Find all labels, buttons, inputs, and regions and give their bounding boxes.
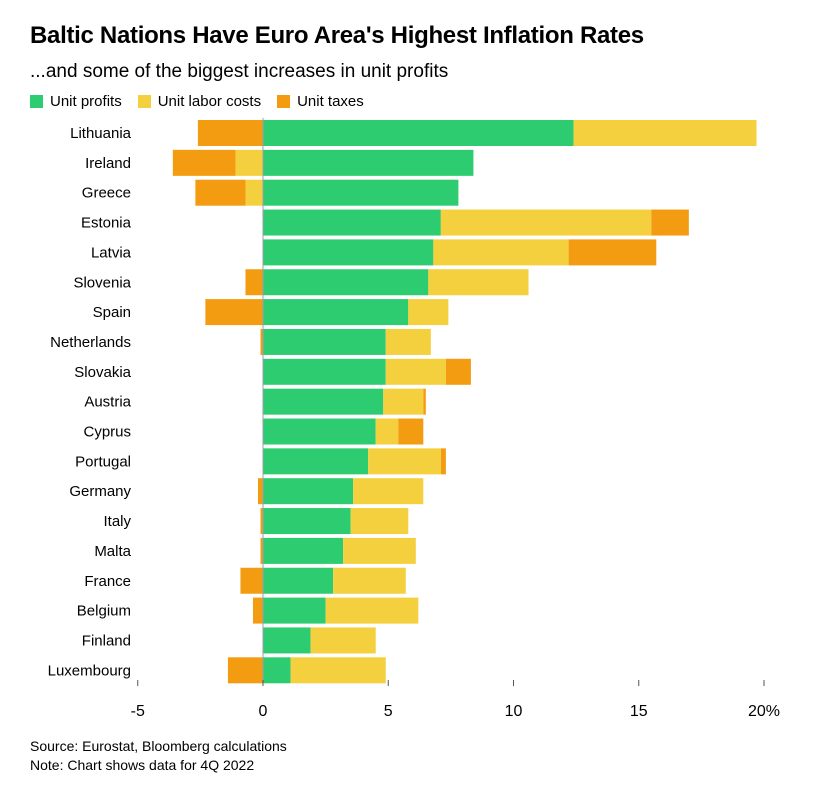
x-tick-label-3: 10 <box>505 703 523 720</box>
x-tick-label-4: 15 <box>630 703 648 720</box>
bar-latvia-unit-labor-costs <box>433 239 569 266</box>
bar-portugal-unit-profits <box>263 448 369 475</box>
category-label-italy: Italy <box>103 513 131 530</box>
bar-lithuania-unit-taxes <box>197 120 263 146</box>
bar-lithuania-unit-labor-costs <box>573 120 757 146</box>
category-label-cyprus: Cyprus <box>83 424 131 441</box>
bar-portugal-unit-taxes <box>440 448 446 475</box>
bar-netherlands-unit-profits <box>263 328 386 355</box>
x-tick-label-0: -5 <box>131 703 145 720</box>
bar-netherlands-unit-taxes <box>260 328 264 355</box>
bar-austria-unit-profits <box>263 388 384 415</box>
chart-title: Baltic Nations Have Euro Area's Highest … <box>30 22 644 49</box>
bar-luxembourg-unit-taxes <box>227 657 263 684</box>
bar-italy-unit-labor-costs <box>350 508 409 535</box>
bar-finland-unit-profits <box>263 627 311 654</box>
category-label-france: France <box>84 573 131 590</box>
bar-germany-unit-profits <box>263 478 354 505</box>
legend-item-unit-profits: Unit profits <box>30 93 122 110</box>
bar-malta-unit-profits <box>263 537 344 564</box>
bar-malta-unit-taxes <box>260 537 264 564</box>
bar-austria-unit-taxes <box>423 388 426 415</box>
bar-cyprus-unit-labor-costs <box>375 418 399 445</box>
bar-belgium-unit-labor-costs <box>325 597 419 624</box>
category-label-netherlands: Netherlands <box>50 334 131 351</box>
category-label-estonia: Estonia <box>81 215 132 232</box>
bar-cyprus-unit-profits <box>263 418 376 445</box>
category-label-portugal: Portugal <box>75 453 131 470</box>
category-label-luxembourg: Luxembourg <box>48 662 131 679</box>
bar-estonia-unit-labor-costs <box>440 209 652 236</box>
legend-item-unit-taxes: Unit taxes <box>277 93 364 110</box>
bar-portugal-unit-labor-costs <box>368 448 441 475</box>
legend-item-unit-labor-costs: Unit labor costs <box>137 93 262 110</box>
category-label-slovenia: Slovenia <box>73 274 131 291</box>
bar-austria-unit-labor-costs <box>383 388 424 415</box>
category-label-slovakia: Slovakia <box>74 364 131 381</box>
x-tick-label-1: 0 <box>259 703 268 720</box>
bar-france-unit-taxes <box>240 567 263 594</box>
x-tick-label-5: 20% <box>748 703 780 720</box>
bar-slovenia-unit-taxes <box>245 269 264 296</box>
bar-germany-unit-taxes <box>257 478 263 505</box>
bar-slovakia-unit-taxes <box>445 358 471 385</box>
legend-swatch-unit-profits <box>30 95 43 108</box>
bar-spain-unit-taxes <box>205 299 263 326</box>
bar-belgium-unit-taxes <box>252 597 263 624</box>
bar-greece-unit-taxes <box>195 179 246 206</box>
bar-estonia-unit-profits <box>263 209 441 236</box>
bar-greece-unit-profits <box>263 179 459 206</box>
legend-swatch-unit-taxes <box>277 95 291 108</box>
bar-malta-unit-labor-costs <box>343 537 416 564</box>
bar-lithuania-unit-profits <box>263 120 574 146</box>
legend-label-unit-labor-costs: Unit labor costs <box>157 93 262 110</box>
category-label-ireland: Ireland <box>85 155 131 172</box>
category-label-austria: Austria <box>84 394 131 411</box>
legend-label-unit-profits: Unit profits <box>50 93 122 110</box>
bar-ireland-unit-taxes <box>172 149 236 176</box>
category-label-spain: Spain <box>93 304 131 321</box>
bar-luxembourg-unit-labor-costs <box>290 657 386 684</box>
data-note: Note: Chart shows data for 4Q 2022 <box>30 757 255 773</box>
bar-greece-unit-labor-costs <box>245 179 264 206</box>
bar-cyprus-unit-taxes <box>398 418 424 445</box>
bar-spain-unit-profits <box>263 299 409 326</box>
bar-slovenia-unit-labor-costs <box>428 269 529 296</box>
bar-ireland-unit-profits <box>263 149 474 176</box>
bar-france-unit-labor-costs <box>333 567 406 594</box>
category-label-lithuania: Lithuania <box>70 125 132 142</box>
bar-italy-unit-profits <box>263 508 351 535</box>
bar-slovakia-unit-profits <box>263 358 386 385</box>
bar-france-unit-profits <box>263 567 334 594</box>
category-label-latvia: Latvia <box>91 244 132 261</box>
bar-germany-unit-labor-costs <box>353 478 424 505</box>
legend-label-unit-taxes: Unit taxes <box>297 93 364 110</box>
source-note: Source: Eurostat, Bloomberg calculations <box>30 738 287 754</box>
bar-slovenia-unit-profits <box>263 269 429 296</box>
bar-belgium-unit-profits <box>263 597 326 624</box>
legend: Unit profits Unit labor costs Unit taxes <box>30 93 380 110</box>
category-label-greece: Greece <box>82 185 131 202</box>
footer: Source: Eurostat, Bloomberg calculations… <box>30 737 287 775</box>
category-label-finland: Finland <box>82 632 131 649</box>
bar-spain-unit-labor-costs <box>408 299 449 326</box>
chart-subtitle: ...and some of the biggest increases in … <box>30 61 449 82</box>
x-tick-label-2: 5 <box>384 703 393 720</box>
category-label-germany: Germany <box>69 483 131 500</box>
bar-italy-unit-taxes <box>260 508 264 535</box>
bar-finland-unit-labor-costs <box>310 627 376 654</box>
bar-netherlands-unit-labor-costs <box>385 328 431 355</box>
bar-latvia-unit-taxes <box>568 239 657 266</box>
bar-slovakia-unit-labor-costs <box>385 358 446 385</box>
bar-estonia-unit-taxes <box>651 209 689 236</box>
category-label-malta: Malta <box>94 543 131 560</box>
legend-swatch-unit-labor-costs <box>137 95 151 108</box>
bar-ireland-unit-labor-costs <box>235 149 263 176</box>
bar-luxembourg-unit-profits <box>263 657 291 684</box>
category-label-belgium: Belgium <box>77 603 131 620</box>
bar-latvia-unit-profits <box>263 239 434 266</box>
